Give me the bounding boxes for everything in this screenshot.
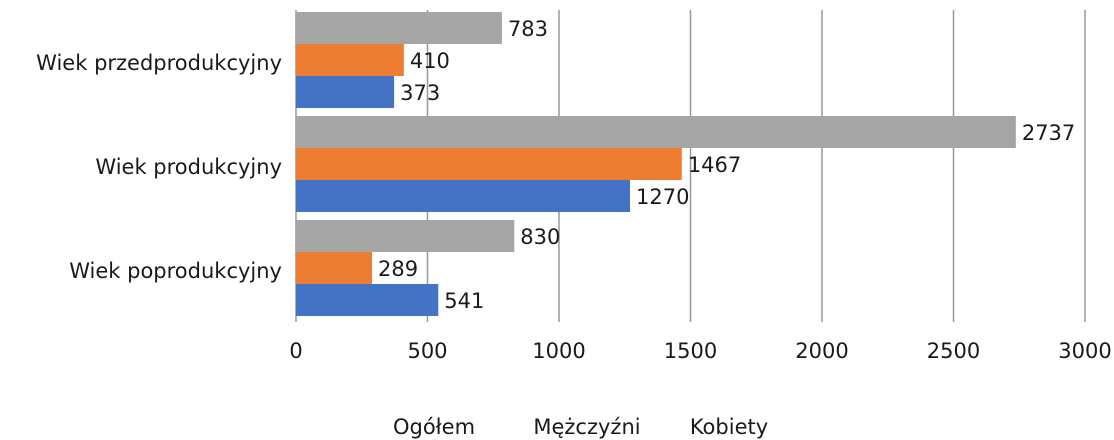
category-label: Wiek poprodukcyjny bbox=[69, 259, 282, 283]
bar bbox=[296, 12, 502, 44]
x-tick-label: 1000 bbox=[532, 339, 585, 363]
bar bbox=[296, 180, 631, 212]
x-tick-label: 2500 bbox=[927, 339, 980, 363]
bar bbox=[296, 252, 373, 284]
bar bbox=[296, 76, 395, 108]
legend-label: Kobiety bbox=[690, 415, 768, 439]
category-label: Wiek przedprodukcyjny bbox=[36, 51, 282, 75]
category-label: Wiek produkcyjny bbox=[95, 155, 282, 179]
legend-label: Ogółem bbox=[393, 415, 475, 439]
value-label: 1467 bbox=[688, 153, 741, 177]
x-tick-label: 1500 bbox=[664, 339, 717, 363]
bar bbox=[296, 44, 404, 76]
bar bbox=[296, 148, 682, 180]
x-tick-label: 500 bbox=[407, 339, 447, 363]
value-label: 410 bbox=[410, 49, 450, 73]
bar bbox=[296, 116, 1016, 148]
bar bbox=[296, 220, 515, 252]
value-label: 783 bbox=[508, 17, 548, 41]
value-label: 541 bbox=[444, 289, 484, 313]
legend-label: Mężczyźni bbox=[533, 415, 640, 439]
value-label: 1270 bbox=[636, 185, 689, 209]
x-tick-label: 0 bbox=[289, 339, 302, 363]
x-tick-label: 2000 bbox=[795, 339, 848, 363]
value-label: 830 bbox=[520, 225, 560, 249]
bar bbox=[296, 284, 439, 316]
value-label: 373 bbox=[400, 81, 440, 105]
x-tick-label: 3000 bbox=[1058, 339, 1111, 363]
value-label: 289 bbox=[378, 257, 418, 281]
value-label: 2737 bbox=[1022, 121, 1075, 145]
